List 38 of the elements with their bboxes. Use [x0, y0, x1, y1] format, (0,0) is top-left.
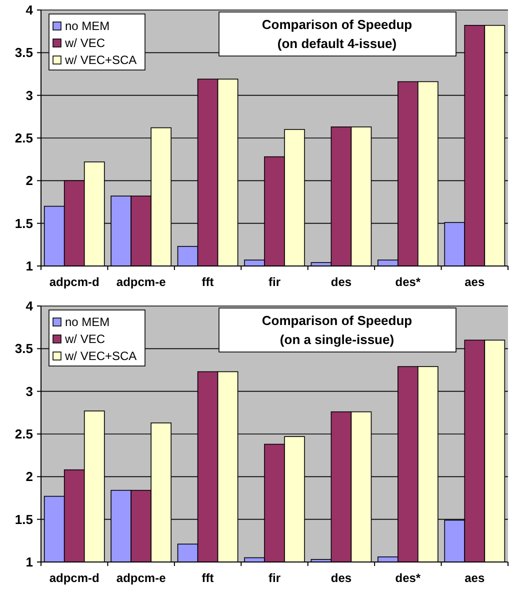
y-tick-label: 1: [26, 258, 33, 274]
x-tick-label: adpcm-e: [116, 571, 166, 585]
y-tick-label: 3.5: [14, 341, 33, 356]
legend-label: no MEM: [65, 315, 110, 329]
text: Comparison of Speedup: [262, 17, 412, 32]
x-tick-label: des*: [395, 571, 421, 585]
x-tick-label: aes: [464, 571, 485, 585]
y-tick-label: 3.5: [14, 45, 33, 60]
y-tick-label: 2.5: [14, 130, 33, 146]
text: (on default 4-issue): [277, 36, 397, 51]
y-tick-label: 1: [26, 554, 33, 570]
x-tick-label: des: [330, 571, 352, 585]
x-tick-label: adpcm-d: [49, 275, 100, 289]
legend-label: w/ VEC: [64, 36, 106, 50]
y-tick-label: 2: [26, 173, 33, 188]
y-tick-label: 4: [26, 2, 34, 18]
x-tick-label: des*: [395, 275, 421, 289]
y-tick-label: 1.5: [14, 216, 33, 231]
text: (on a single-issue): [280, 332, 394, 347]
x-tick-label: aes: [464, 275, 485, 289]
legend-label: no MEM: [65, 19, 110, 33]
text: Comparison of Speedup: [262, 313, 412, 328]
y-tick-label: 3: [26, 88, 33, 103]
y-tick-label: 2.5: [14, 426, 33, 442]
x-tick-label: fir: [268, 571, 281, 585]
y-tick-label: 4: [26, 298, 34, 314]
x-tick-label: fft: [202, 275, 214, 289]
y-tick-label: 3: [26, 384, 33, 399]
x-tick-label: fft: [202, 571, 214, 585]
legend-label: w/ VEC: [64, 332, 106, 346]
y-tick-label: 2: [26, 469, 33, 484]
y-tick-label: 1.5: [14, 512, 33, 527]
legend-label: w/ VEC+SCA: [64, 349, 137, 363]
x-tick-label: adpcm-d: [49, 571, 100, 585]
x-tick-label: adpcm-e: [116, 275, 166, 289]
legend-label: w/ VEC+SCA: [64, 53, 137, 67]
x-tick-label: des: [330, 275, 352, 289]
x-tick-label: fir: [268, 275, 281, 289]
